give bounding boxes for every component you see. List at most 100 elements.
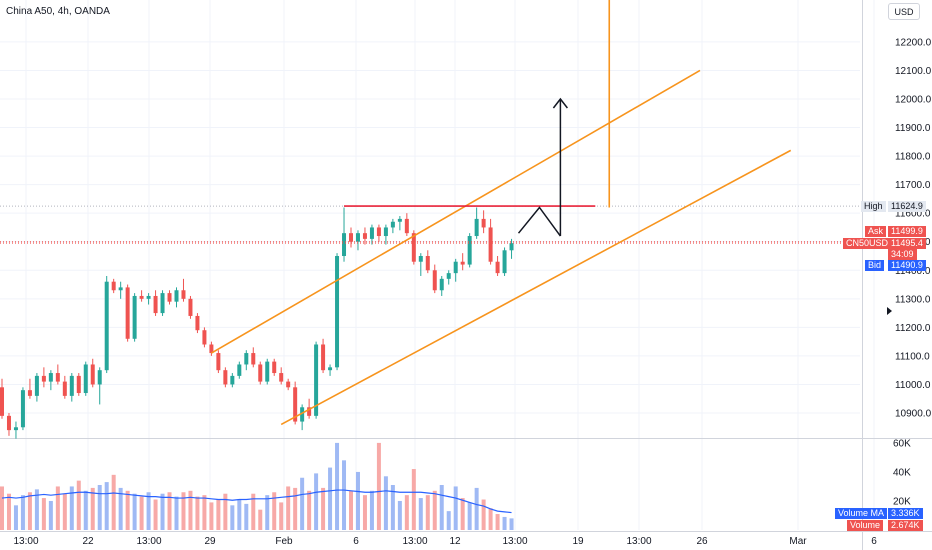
candle-body bbox=[321, 344, 326, 371]
candle bbox=[376, 224, 381, 242]
volume-bar bbox=[432, 490, 437, 530]
volume-bar bbox=[411, 469, 416, 530]
candle-body bbox=[293, 387, 298, 422]
ask-tag: Ask bbox=[865, 226, 887, 237]
candle bbox=[509, 238, 514, 259]
volume-bar bbox=[369, 490, 374, 530]
currency-button[interactable]: USD bbox=[888, 3, 920, 20]
candle bbox=[62, 375, 67, 399]
time-tick-label: 13:00 bbox=[626, 536, 651, 547]
axes: 10900.0 11000.0 11100.0 11200.0 11300.0 11400… bbox=[13, 37, 931, 547]
candle-body bbox=[111, 281, 116, 291]
volume-bar bbox=[55, 486, 60, 530]
candle-body bbox=[411, 233, 416, 262]
candle-body bbox=[258, 364, 263, 382]
time-tick-label: 13:00 bbox=[136, 536, 161, 547]
candle-body bbox=[265, 361, 270, 382]
candle bbox=[390, 218, 395, 234]
candle-body bbox=[216, 353, 221, 371]
drawings[interactable] bbox=[0, 0, 860, 426]
candle-body bbox=[195, 315, 200, 331]
candle-body bbox=[383, 227, 388, 237]
candle-body bbox=[432, 270, 437, 291]
candle bbox=[0, 378, 4, 419]
candle-body bbox=[125, 287, 130, 339]
volume-bar bbox=[195, 496, 200, 530]
candle bbox=[139, 290, 144, 302]
candle-body bbox=[55, 373, 60, 382]
candle bbox=[265, 358, 270, 385]
candle-body bbox=[188, 298, 193, 316]
candle bbox=[90, 358, 95, 388]
candle-body bbox=[314, 344, 319, 416]
price-tick-label: 11600.0 bbox=[895, 209, 931, 220]
volume-ma-line bbox=[1, 489, 512, 514]
candle bbox=[34, 373, 39, 402]
candle bbox=[481, 210, 486, 234]
candle-body bbox=[34, 375, 39, 396]
volume-bar bbox=[265, 495, 270, 530]
candle bbox=[460, 253, 465, 271]
candle-body bbox=[460, 261, 465, 265]
candle bbox=[467, 233, 472, 268]
candle bbox=[272, 358, 277, 376]
candle-body bbox=[390, 221, 395, 228]
volume-ma-tag: Volume MA bbox=[835, 508, 888, 519]
candle-body bbox=[0, 387, 4, 416]
candle-body bbox=[251, 353, 256, 365]
volume-bar bbox=[418, 498, 423, 530]
candle-body bbox=[76, 375, 81, 394]
volume-bar bbox=[132, 493, 137, 530]
candle-body bbox=[453, 261, 458, 274]
candle bbox=[20, 387, 25, 431]
volume-bar bbox=[209, 502, 214, 530]
volume-bar bbox=[446, 511, 451, 530]
candle-body bbox=[509, 243, 514, 251]
volume-bar bbox=[6, 493, 11, 530]
candle bbox=[328, 364, 333, 376]
candle-body bbox=[335, 256, 340, 368]
volume-bar bbox=[307, 490, 312, 530]
volume-bar bbox=[167, 492, 172, 530]
candle bbox=[237, 361, 242, 379]
volume-bar bbox=[83, 490, 88, 530]
volume-bar bbox=[202, 495, 207, 530]
volume-bar bbox=[321, 487, 326, 530]
volume-bar bbox=[509, 518, 514, 530]
candle bbox=[502, 247, 507, 276]
candle-body bbox=[153, 295, 158, 314]
candle bbox=[209, 341, 214, 356]
candle-body bbox=[404, 218, 409, 234]
volume-bar bbox=[293, 487, 298, 530]
candle-body bbox=[272, 361, 277, 374]
candle-body bbox=[488, 227, 493, 262]
candle bbox=[174, 287, 179, 308]
candle bbox=[216, 350, 221, 374]
candle-body bbox=[181, 290, 186, 299]
candle-body bbox=[230, 375, 235, 385]
candle-body bbox=[48, 373, 53, 382]
volume-bar bbox=[453, 486, 458, 530]
candle bbox=[111, 278, 116, 294]
candle bbox=[453, 258, 458, 282]
candle bbox=[397, 216, 402, 231]
volume-bar bbox=[41, 498, 46, 530]
volume-tag: Volume bbox=[847, 520, 884, 531]
volume-bar bbox=[474, 487, 479, 530]
time-tick-label: 6 bbox=[353, 536, 359, 547]
candle bbox=[230, 373, 235, 388]
volume-bar bbox=[118, 487, 123, 530]
volume-bar bbox=[376, 442, 381, 530]
volume-bar bbox=[495, 514, 500, 530]
candle-body bbox=[41, 375, 46, 382]
volume-bar bbox=[0, 486, 4, 530]
candle bbox=[404, 213, 409, 237]
candle-body bbox=[244, 353, 249, 365]
candle bbox=[321, 338, 326, 374]
volume-bar bbox=[425, 495, 430, 530]
candle bbox=[300, 404, 305, 431]
candle bbox=[181, 278, 186, 302]
candle bbox=[153, 290, 158, 316]
candle bbox=[418, 253, 423, 276]
